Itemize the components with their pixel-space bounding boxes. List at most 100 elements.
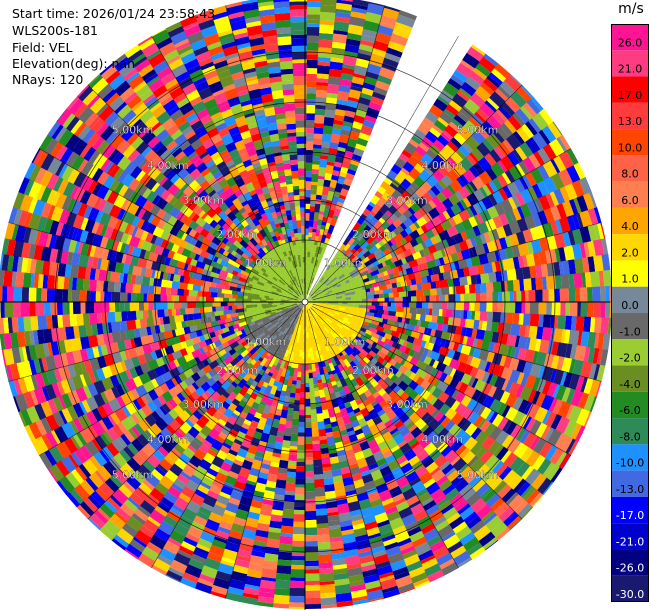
range-gate: [352, 314, 360, 320]
range-gate: [567, 230, 576, 248]
range-gate: [171, 307, 177, 316]
range-gate: [428, 358, 436, 368]
range-gate: [341, 311, 349, 317]
range-gate: [322, 281, 330, 287]
range-gate: [432, 124, 445, 135]
range-gate: [498, 343, 510, 358]
range-gate: [500, 198, 514, 215]
range-gate: [439, 294, 446, 303]
range-gate: [305, 235, 309, 241]
range-gate: [318, 214, 325, 220]
range-gate: [342, 64, 357, 70]
range-gate: [485, 167, 499, 182]
range-gate: [556, 137, 569, 154]
range-gate: [303, 580, 320, 586]
range-gate: [530, 239, 543, 255]
range-gate: [438, 257, 446, 267]
range-gate: [377, 309, 385, 315]
range-gate: [568, 358, 576, 376]
range-gate: [350, 273, 356, 279]
range-gate: [550, 158, 562, 176]
range-gate: [483, 361, 492, 374]
range-gate: [426, 349, 433, 359]
range-gate: [434, 119, 448, 133]
range-gate: [365, 243, 373, 252]
range-gate: [353, 243, 361, 252]
range-gate: [401, 202, 411, 212]
range-gate: [516, 86, 533, 104]
range-gate: [382, 288, 393, 295]
range-gate: [592, 286, 601, 305]
range-gate: [518, 176, 530, 192]
range-gate: [313, 287, 320, 295]
range-gate: [486, 302, 493, 314]
range-gate: [315, 262, 320, 272]
range-gate: [386, 223, 397, 234]
range-gate: [525, 137, 542, 156]
range-gate: [504, 119, 518, 135]
range-gate: [580, 331, 590, 349]
range-gate: [582, 411, 592, 429]
range-gate: [95, 289, 101, 302]
range-gate: [383, 270, 389, 277]
range-gate: [365, 302, 368, 306]
range-gate: [363, 20, 382, 33]
range-gate: [365, 236, 375, 245]
range-gate: [316, 78, 330, 83]
range-gate: [360, 125, 373, 136]
range-gate: [336, 99, 350, 106]
range-gate: [464, 284, 470, 295]
range-gate: [446, 158, 457, 170]
range-gate: [315, 104, 327, 110]
range-gate: [470, 237, 478, 249]
range-gate: [559, 371, 568, 388]
range-gate: [522, 313, 531, 328]
range-gate: [431, 336, 437, 345]
range-gate: [367, 252, 376, 261]
range-gate: [525, 171, 538, 189]
range-gate: [437, 150, 450, 163]
range-gate: [486, 282, 494, 294]
range-gate: [343, 253, 347, 258]
range-gate: [601, 238, 609, 257]
range-gate: [343, 317, 349, 322]
range-gate: [303, 560, 319, 567]
range-gate: [391, 341, 402, 351]
range-gate: [335, 292, 341, 296]
range-gate: [313, 270, 318, 278]
range-gate: [464, 227, 477, 241]
range-gate: [317, 61, 332, 67]
range-gate: [319, 280, 326, 287]
range-gate: [305, 162, 314, 172]
range-gate: [316, 554, 333, 564]
range-gate: [328, 277, 334, 283]
range-gate: [447, 184, 457, 196]
range-gate: [329, 141, 340, 150]
range-gate: [472, 338, 478, 349]
range-gate: [528, 419, 542, 437]
range-gate: [327, 272, 333, 279]
range-gate: [175, 307, 181, 316]
range-gate: [344, 44, 361, 54]
range-gate: [351, 76, 367, 86]
range-gate: [411, 296, 417, 303]
range-gate: [541, 125, 558, 145]
range-gate: [67, 287, 72, 302]
range-gate: [534, 422, 548, 440]
range-gate: [417, 160, 429, 170]
range-gate: [20, 300, 30, 317]
range-gate: [324, 109, 337, 119]
range-gate: [468, 180, 479, 193]
range-gate: [584, 272, 592, 290]
range-gate: [422, 302, 429, 310]
range-gate: [344, 51, 360, 59]
range-gate: [368, 245, 379, 255]
range-gate: [353, 265, 358, 270]
range-gate: [498, 188, 509, 202]
range-gate: [127, 309, 137, 321]
range-gate: [511, 245, 521, 259]
range-gate: [317, 52, 333, 59]
range-gate: [344, 247, 353, 257]
range-gate: [471, 328, 478, 340]
range-gate: [377, 74, 393, 86]
